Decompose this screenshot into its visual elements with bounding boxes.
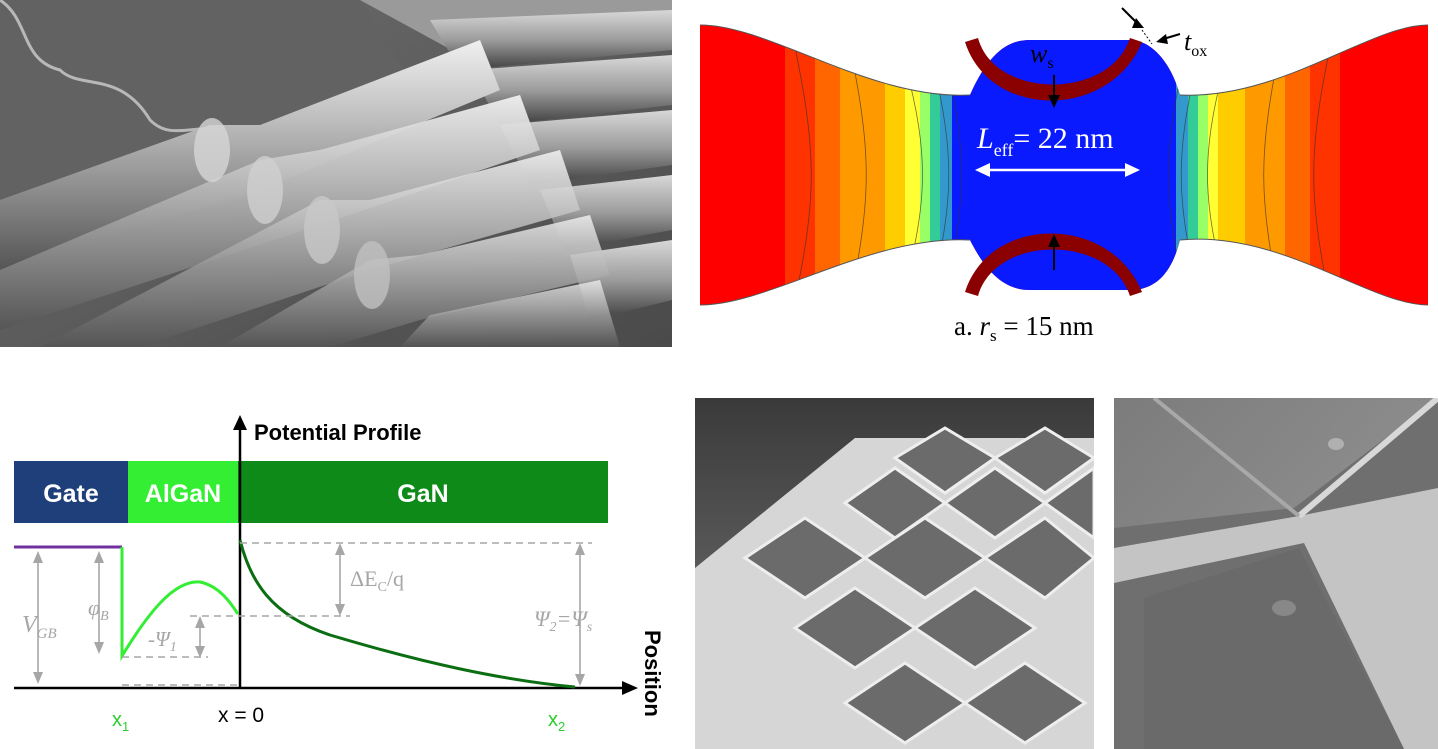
potential-profile-diagram: Gate AlGaN GaN Potential Profile Positio… <box>0 400 672 749</box>
x-axis-arrow <box>622 681 638 695</box>
gan-band <box>238 539 576 689</box>
x-axis-label: Position <box>640 630 665 717</box>
gan-layer <box>238 461 608 523</box>
psi2-label: Ψ2=Ψs <box>534 606 593 635</box>
gan-label: GaN <box>397 480 448 508</box>
sem-closeup-image <box>1114 398 1438 749</box>
leff-arrow-right <box>1125 163 1140 177</box>
leff-label: Leff= 22 nm <box>976 122 1114 160</box>
algan-band <box>120 547 240 662</box>
sim-caption: a. rs = 15 nm <box>954 311 1094 345</box>
vgb-label: VGB <box>22 612 57 642</box>
ws-label: ws <box>1030 39 1054 72</box>
gate-layer <box>14 461 128 523</box>
device-simulation-panel: ws tox Leff= 22 nm a. rs = 15 nm <box>690 0 1438 347</box>
y-axis-arrow <box>233 415 247 430</box>
algan-layer <box>128 461 238 523</box>
ws-arrow <box>1048 95 1060 108</box>
substrate-edge <box>0 0 221 133</box>
top-oxide <box>965 38 1142 101</box>
x0-label: x = 0 <box>218 704 264 727</box>
x2-label: x2 <box>548 709 565 734</box>
sem-grid-image <box>695 398 1094 749</box>
phib-label: φB <box>88 595 109 624</box>
axis-title: Potential Profile <box>254 420 421 445</box>
delta-ec-label: ΔEC/q <box>350 566 404 595</box>
x1-label: x1 <box>112 709 129 734</box>
sem-nanowire-image <box>0 0 672 347</box>
psi1-label: -Ψ1 <box>148 627 177 655</box>
rs-arrow <box>1048 234 1060 247</box>
gate-label: Gate <box>43 480 99 508</box>
leff-arrow-left <box>975 163 990 177</box>
bottom-oxide <box>965 233 1142 296</box>
tox-label: tox <box>1184 27 1207 60</box>
algan-label: AlGaN <box>145 480 221 508</box>
